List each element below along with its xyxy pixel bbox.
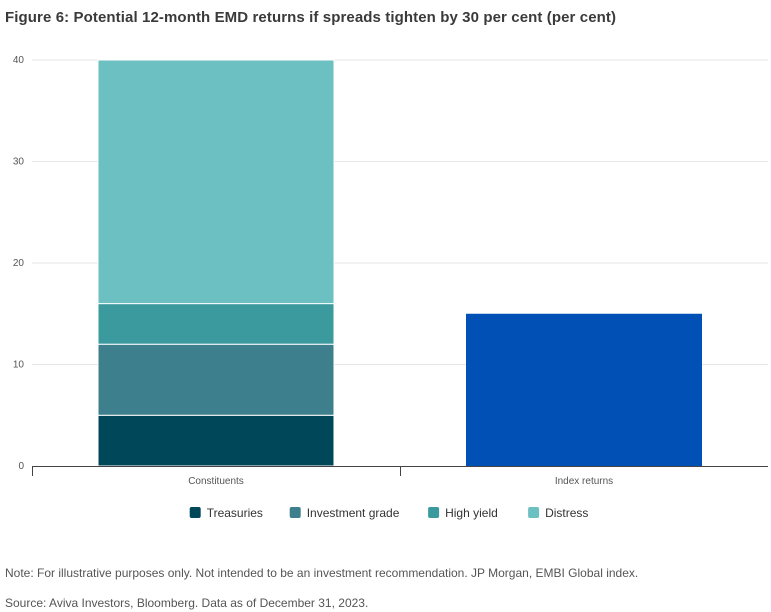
chart-title: Figure 6: Potential 12-month EMD returns…: [5, 9, 617, 26]
legend-swatch-treasuries: [189, 507, 201, 518]
legend-swatch-investment-grade: [289, 507, 301, 518]
x-category-label: Constituents: [188, 476, 244, 487]
legend: Treasuries Investment grade High yield Dist…: [189, 506, 588, 520]
y-tick-label: 20: [13, 258, 25, 269]
y-tick-label: 30: [13, 157, 25, 168]
y-axis-ticks: 0 10 20 30 40: [13, 55, 25, 472]
x-category-label: Index returns: [555, 476, 613, 487]
bar-distress: [97, 59, 335, 305]
legend-label-treasuries: Treasuries: [207, 506, 263, 520]
y-tick-label: 40: [13, 55, 25, 66]
bar-high-yield: [97, 303, 335, 345]
y-tick-label: 0: [18, 461, 24, 472]
chart-note: Note: For illustrative purposes only. No…: [5, 566, 639, 580]
bar-index-returns: [466, 313, 702, 466]
x-axis-categories: Constituents Index returns: [188, 476, 613, 487]
legend-label-investment-grade: Investment grade: [307, 506, 400, 520]
legend-label-high-yield: High yield: [445, 506, 498, 520]
legend-swatch-high-yield: [428, 507, 440, 518]
bars: [97, 59, 702, 467]
stacked-bar-chart: 0 10 20 30 40 Constituents Index returns Trea…: [13, 55, 768, 520]
y-tick-label: 10: [13, 360, 25, 371]
x-axis: [32, 466, 768, 476]
legend-label-distress: Distress: [545, 506, 588, 520]
bar-investment-grade: [97, 343, 335, 416]
legend-swatch-distress: [528, 507, 540, 518]
chart-source: Source: Aviva Investors, Bloomberg. Data…: [5, 596, 369, 610]
bar-treasuries: [97, 414, 335, 467]
